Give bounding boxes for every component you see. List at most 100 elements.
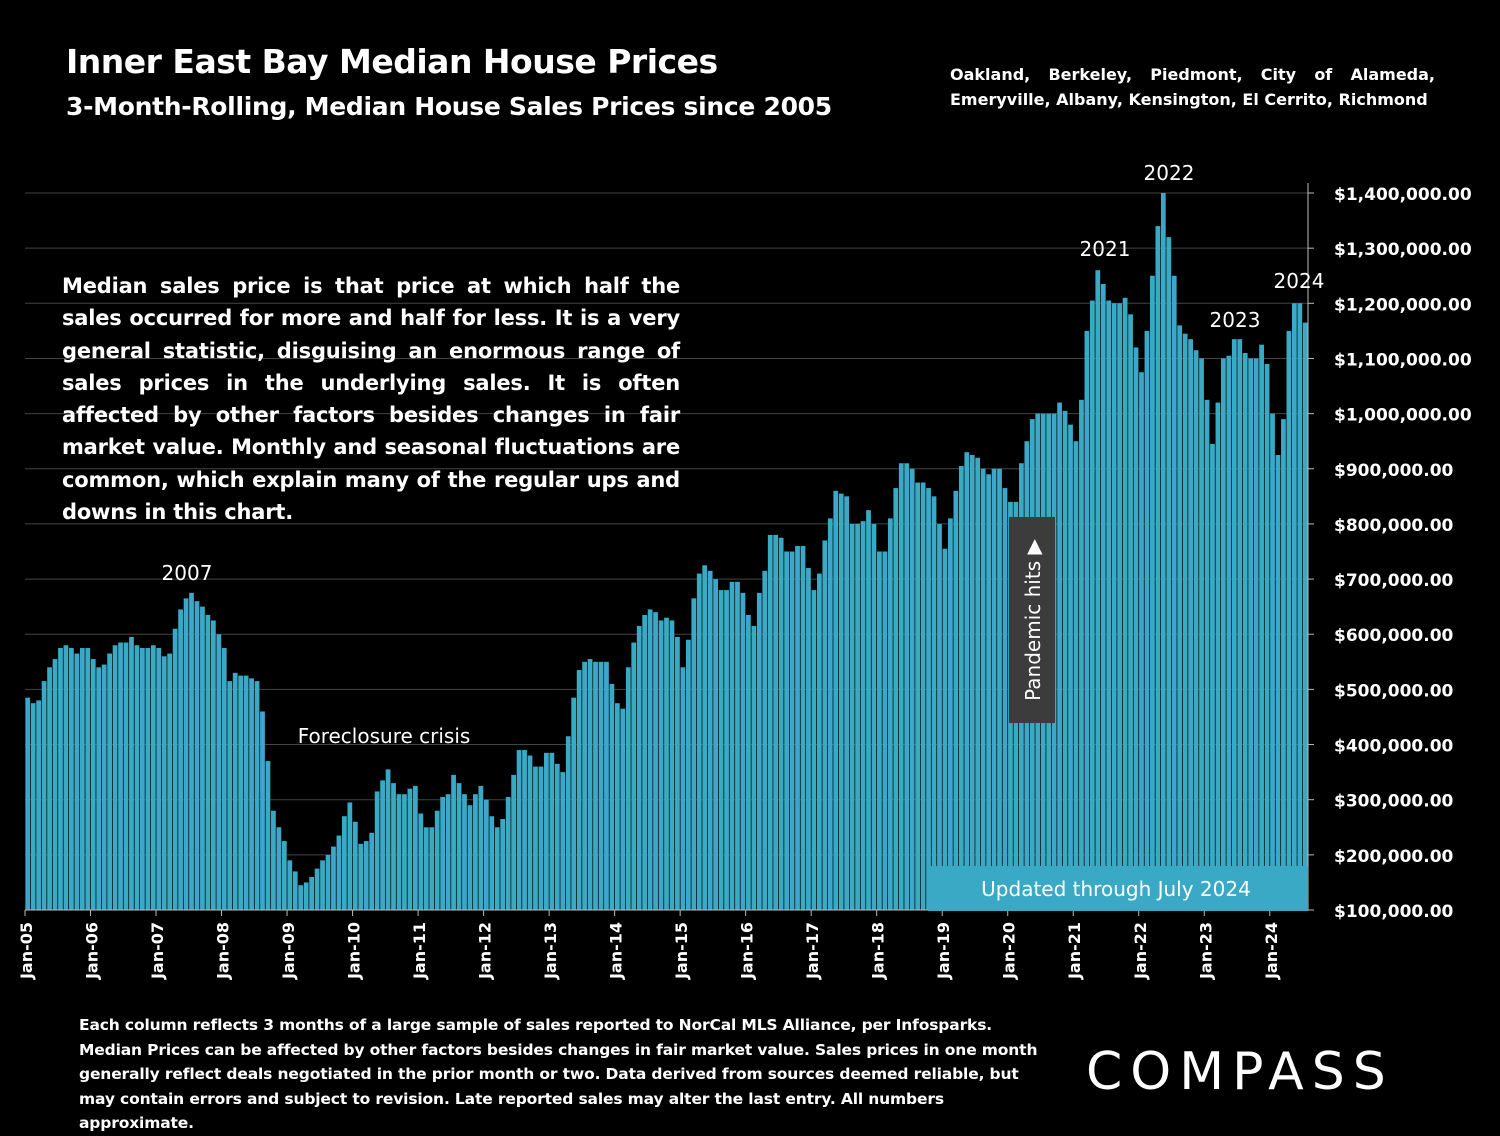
x-tick-label: Jan-13 [541,922,560,980]
bar [1182,333,1188,910]
bar [167,653,173,910]
bar [1095,270,1101,910]
bar [423,827,429,910]
x-tick-label: Jan-16 [738,922,757,980]
y-tick-label: $300,000.00 [1334,792,1454,812]
bar [991,468,997,910]
bar [1253,358,1259,910]
bar [1281,419,1286,910]
bar [1073,441,1079,910]
bar-chart: $100,000.00 $200,000.00 $300,000.00 $400,00… [17,161,1472,980]
footnote: Each column reflects 3 months of a large… [79,1016,1038,1132]
bar [456,783,462,910]
bar [1242,352,1248,910]
bar [937,523,942,910]
bar [740,592,746,910]
y-tick-label: $700,000.00 [1334,571,1454,591]
bar [1144,330,1150,910]
bar [587,659,593,910]
bar [948,518,953,910]
bar [369,832,375,910]
bar [1100,284,1106,910]
y-tick-label: $1,400,000.00 [1334,185,1472,205]
bar [183,598,189,910]
bar [380,780,385,910]
bar [483,799,489,910]
bar [522,750,527,910]
bar [997,468,1002,910]
bar [320,860,325,910]
bar [1275,454,1281,910]
bar [811,590,817,910]
bar [898,463,904,910]
annotation-pandemic: Pandemic hits ▶ [1021,539,1045,701]
bar [1122,297,1128,910]
bar [79,648,85,910]
bar [713,579,719,910]
bar [576,670,582,910]
bar [210,620,216,910]
bar [96,667,102,910]
bar [1068,424,1073,910]
bar [784,551,789,910]
bar [789,551,795,910]
bar [877,551,882,910]
x-tick-label: Jan-21 [1065,922,1084,980]
bar [718,590,724,910]
bar [374,791,380,910]
bar [778,537,784,910]
bar [1160,193,1166,910]
annotation-2023: 2023 [1210,308,1261,332]
bar [1057,402,1062,910]
annotation-2024: 2024 [1274,269,1325,293]
bar [849,523,855,910]
bar [516,750,522,910]
x-tick-label: Jan-11 [410,922,429,980]
x-tick-label: Jan-12 [476,922,495,980]
annotations: 2007 Foreclosure crisis 2021 2022 2023 2… [162,161,1325,911]
bar [909,468,915,910]
bar [975,457,981,910]
bar [232,672,238,910]
bar [161,656,167,910]
bar [249,678,254,910]
bar [63,645,69,910]
bar [729,581,735,910]
bar [385,769,391,910]
x-tick-label: Jan-20 [1000,922,1019,980]
bar [751,625,757,910]
bar [964,452,970,910]
bar [636,625,642,910]
x-tick-label: Jan-19 [934,922,953,980]
annotation-2021: 2021 [1080,237,1131,261]
bar [527,755,533,910]
bar [271,810,276,910]
bar [1297,303,1303,910]
bar [735,581,740,910]
bar [724,590,729,910]
chart-title: Inner East Bay Median House Prices [66,42,718,81]
bar [969,454,975,910]
bar [1220,358,1226,910]
bar [1177,325,1183,910]
updated-badge [928,866,1308,911]
bar [675,636,680,910]
bar [707,570,713,910]
bar [107,653,113,910]
y-tick-label: $500,000.00 [1334,681,1454,701]
pandemic-box [1009,517,1055,723]
bar [1117,303,1123,910]
bar [418,813,424,910]
x-tick-label: Jan-18 [869,922,888,980]
bar [860,521,866,910]
bar [30,703,36,910]
bar [47,667,52,910]
bar [156,648,162,910]
bar [254,681,260,910]
y-tick-label: $1,000,000.00 [1334,406,1472,426]
bar [942,548,948,910]
bar [74,653,80,910]
bar [1210,443,1215,910]
x-tick-label: Jan-23 [1196,922,1215,980]
bar [287,860,293,910]
